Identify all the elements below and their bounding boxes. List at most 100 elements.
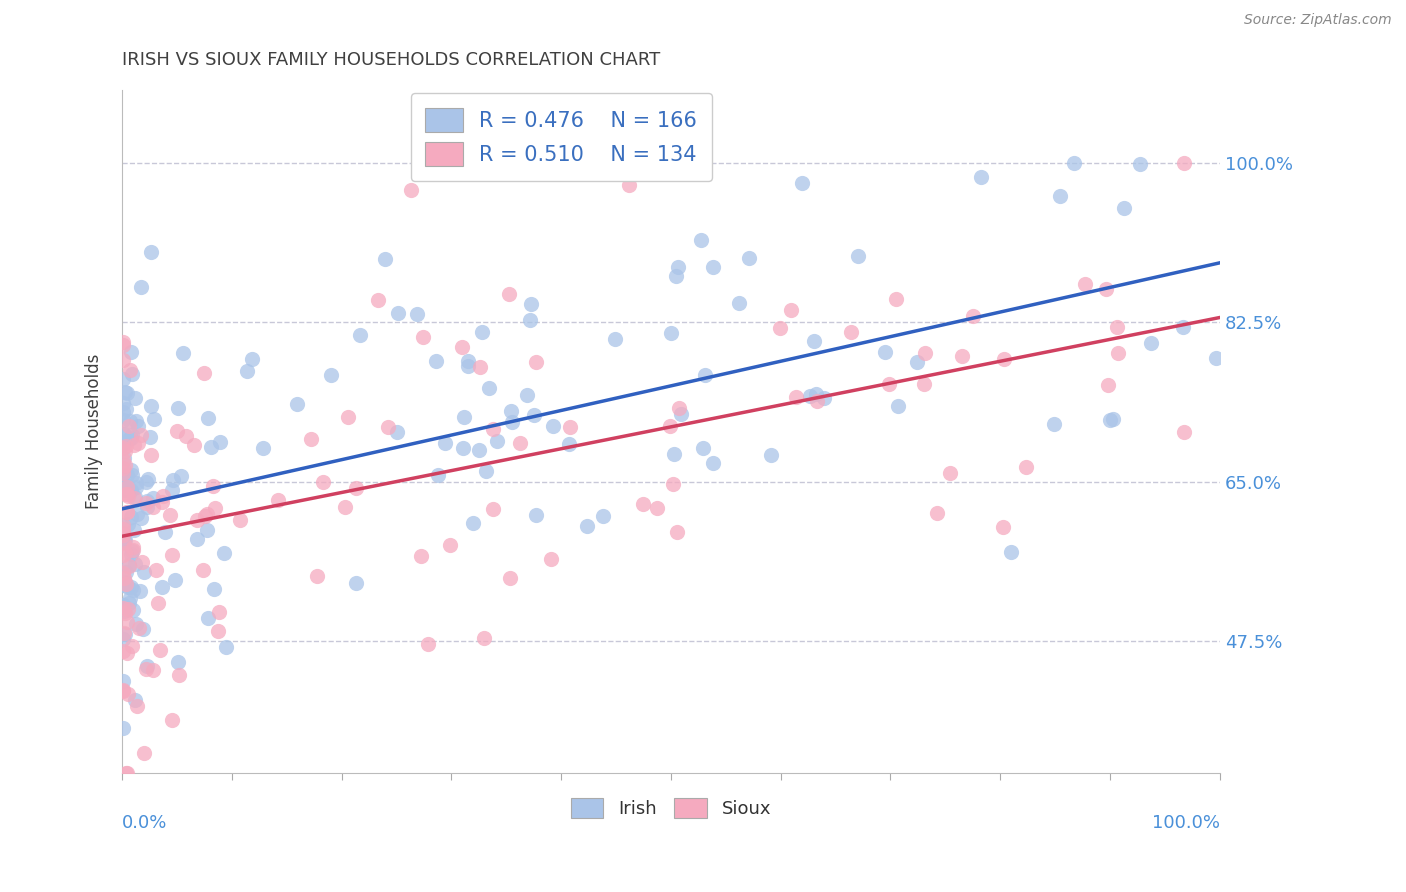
Point (135, 475, 157, 489)
Point (481, 501, 503, 516)
Point (912, 377, 935, 392)
Point (128, 584, 150, 599)
Point (121, 639, 143, 653)
Point (118, 363, 141, 377)
Point (120, 510, 142, 524)
Point (468, 360, 491, 375)
Point (738, 251, 761, 265)
Point (806, 393, 828, 408)
Point (186, 532, 208, 546)
Point (112, 533, 135, 547)
Point (457, 354, 479, 368)
Point (124, 391, 146, 405)
Point (193, 366, 215, 380)
Point (131, 622, 153, 636)
Point (803, 334, 825, 348)
Point (146, 596, 169, 610)
Point (312, 475, 335, 490)
Point (112, 532, 135, 546)
Point (367, 293, 389, 307)
Point (1097, 378, 1119, 392)
Point (112, 337, 135, 351)
Point (114, 533, 136, 548)
Point (482, 422, 505, 436)
Point (115, 766, 138, 780)
Point (112, 626, 135, 640)
Point (139, 430, 162, 444)
Point (124, 476, 146, 491)
Point (1171, 320, 1194, 334)
Point (136, 500, 159, 514)
Point (112, 437, 135, 451)
Point (120, 483, 142, 497)
Point (470, 325, 492, 339)
Point (905, 354, 928, 368)
Point (112, 598, 135, 612)
Point (114, 627, 136, 641)
Point (114, 479, 136, 493)
Point (950, 349, 973, 363)
Point (659, 419, 682, 434)
Point (229, 513, 252, 527)
Point (129, 510, 152, 524)
Point (884, 292, 907, 306)
Point (558, 437, 581, 451)
Point (267, 492, 290, 507)
Point (121, 544, 143, 558)
Point (125, 698, 148, 713)
Point (425, 353, 447, 368)
Point (215, 640, 238, 655)
Point (117, 646, 139, 660)
Point (112, 426, 135, 441)
Point (112, 395, 135, 409)
Point (285, 397, 308, 411)
Point (645, 500, 668, 515)
Point (120, 580, 142, 594)
Point (509, 435, 531, 450)
Point (1107, 346, 1129, 360)
Text: Source: ZipAtlas.com: Source: ZipAtlas.com (1244, 13, 1392, 28)
Point (159, 508, 181, 523)
Point (619, 178, 641, 192)
Point (117, 580, 139, 594)
Point (461, 516, 484, 531)
Point (112, 643, 135, 657)
Point (236, 364, 259, 378)
Point (112, 460, 135, 475)
Point (122, 540, 145, 554)
Point (1140, 336, 1163, 351)
Point (112, 599, 135, 613)
Point (115, 468, 138, 483)
Point (112, 673, 135, 688)
Point (519, 297, 541, 311)
Point (499, 571, 522, 585)
Point (112, 548, 135, 562)
Point (1095, 282, 1118, 296)
Point (416, 637, 439, 651)
Point (120, 431, 142, 445)
Point (112, 426, 135, 441)
Point (115, 766, 138, 780)
Point (728, 295, 751, 310)
Point (1105, 319, 1128, 334)
Point (112, 604, 135, 618)
Point (117, 602, 139, 616)
Point (118, 432, 141, 446)
Point (605, 332, 627, 346)
Point (1015, 460, 1038, 475)
Point (172, 345, 194, 359)
Point (115, 577, 138, 591)
Point (150, 495, 173, 509)
Point (139, 448, 162, 462)
Point (524, 508, 547, 522)
Point (668, 401, 690, 416)
Point (576, 519, 599, 533)
Point (114, 575, 136, 590)
Point (112, 522, 135, 536)
Point (112, 476, 135, 491)
Point (125, 507, 148, 521)
Point (387, 306, 409, 320)
Point (409, 549, 432, 563)
Point (692, 441, 714, 455)
Point (141, 245, 163, 260)
